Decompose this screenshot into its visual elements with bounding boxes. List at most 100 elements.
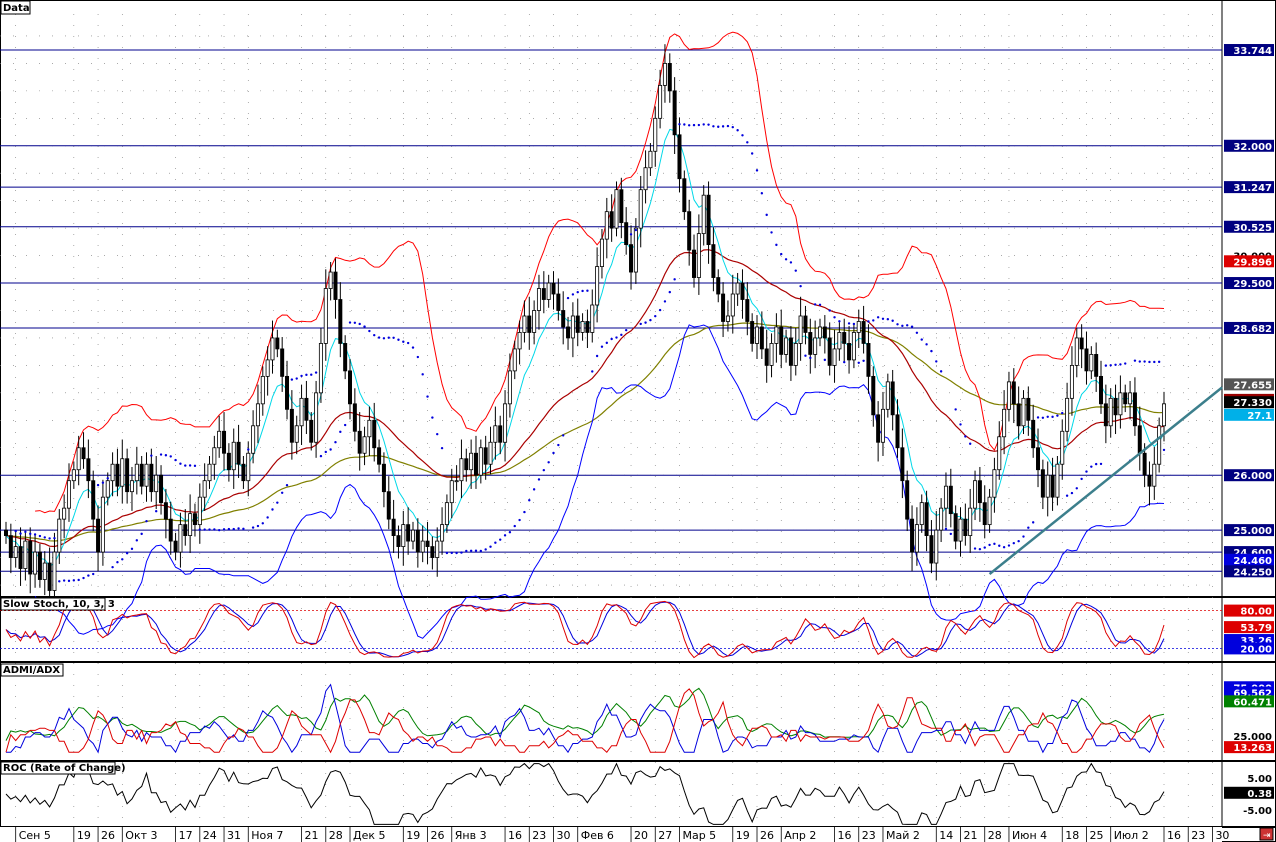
sar-dot: [731, 125, 734, 129]
candle-body: [730, 293, 735, 317]
candle-body: [1152, 463, 1157, 487]
sar-dot: [329, 448, 332, 451]
x-tick-label: 28: [329, 829, 343, 842]
x-tick-label: Ноя 7: [251, 829, 283, 842]
sar-dot: [314, 371, 318, 374]
candle-body: [47, 562, 52, 591]
sar-dot: [1051, 415, 1054, 419]
candle-body: [28, 540, 33, 575]
candle-body: [115, 463, 120, 487]
candle-body: [566, 326, 571, 339]
sar-dot: [566, 296, 570, 300]
x-tick-label: 30: [1215, 829, 1229, 842]
value-label: 80.00: [1240, 607, 1272, 618]
x-tick-label: Окт 3: [125, 829, 157, 842]
sar-dot: [901, 324, 904, 328]
sar-dot: [116, 561, 119, 564]
sar-dot: [513, 524, 516, 528]
sar-dot: [436, 432, 439, 436]
candle-body: [226, 452, 231, 471]
scroll-right-button[interactable]: [1259, 827, 1274, 841]
sar-dot: [334, 441, 337, 444]
sar-dot: [416, 355, 420, 359]
candle-body: [96, 518, 101, 553]
sar-dot: [649, 318, 652, 322]
sar-dot: [276, 501, 279, 504]
trendline[interactable]: [988, 386, 1223, 576]
sar-dot: [1031, 521, 1035, 524]
sar-dot: [72, 579, 76, 582]
sar-dot: [1114, 363, 1117, 366]
value-label-box: [1224, 469, 1274, 482]
candle-body: [827, 337, 832, 366]
sar-dot: [426, 395, 429, 398]
sar-dot: [818, 303, 822, 306]
sar-dot: [353, 321, 357, 324]
sar-dot: [373, 333, 376, 337]
value-label: 25.000: [1233, 526, 1272, 537]
candle-body: [192, 513, 197, 526]
value-label: 60.471: [1233, 697, 1272, 708]
candle-body: [546, 282, 551, 300]
sar-dot: [857, 361, 860, 364]
candle-body: [677, 134, 682, 180]
candle-body: [352, 403, 357, 432]
candle-body: [154, 474, 159, 493]
candle-body: [454, 480, 459, 483]
sar-dot: [242, 527, 245, 531]
candle-body: [900, 447, 905, 482]
candle-body: [963, 518, 968, 537]
candle-body: [1021, 397, 1026, 427]
sar-dot: [702, 123, 705, 126]
roc-line: [5, 762, 1165, 825]
arrow-right-icon: ⇥: [1263, 831, 1271, 841]
sar-dot: [983, 546, 986, 549]
candle-body: [638, 189, 643, 229]
candle-body: [391, 518, 396, 537]
sar-dot: [532, 488, 536, 491]
candle-body: [662, 63, 667, 86]
sar-dot: [121, 558, 124, 561]
candle-body: [687, 211, 692, 251]
sar-dot: [528, 499, 531, 502]
sar-dot: [508, 531, 512, 534]
candle-body: [255, 403, 260, 427]
candle-body: [498, 425, 503, 443]
sar-dot: [1002, 545, 1006, 549]
sar-dot: [561, 434, 565, 437]
sar-dot: [896, 323, 899, 326]
sar-dot: [77, 578, 80, 582]
candle-body: [808, 332, 813, 355]
candle-body: [1074, 337, 1079, 366]
sar-dot: [726, 124, 730, 128]
candle-body: [125, 458, 130, 493]
x-tick-label: 16: [1167, 829, 1181, 842]
x-tick-label: 19: [77, 829, 91, 842]
candle-body: [260, 375, 265, 405]
candle-body: [692, 249, 697, 278]
roc-panel: [5, 762, 1165, 825]
candle-body: [599, 238, 604, 267]
adx-panel-title: ADMI/ADX: [3, 665, 60, 676]
x-tick-label: 16: [838, 829, 852, 842]
parabolic-sar-series: [14, 123, 1166, 583]
candle-body: [895, 414, 900, 449]
candle-body: [614, 189, 619, 229]
value-label: 29.896: [1233, 257, 1272, 268]
sar-dot: [552, 451, 555, 455]
candle-body: [309, 419, 314, 443]
sar-dot: [1133, 359, 1137, 362]
candle-body: [333, 271, 338, 300]
sar-dot: [1027, 526, 1030, 529]
sar-dot: [130, 547, 134, 551]
candle-body: [856, 321, 861, 333]
candle-body: [367, 419, 372, 438]
sar-dot: [1153, 360, 1156, 364]
sar-dot: [707, 123, 710, 126]
x-tick-label: 17: [179, 829, 193, 842]
candle-body: [493, 425, 498, 443]
candle-body: [532, 310, 537, 333]
sar-dot: [164, 454, 168, 457]
candle-body: [314, 392, 319, 443]
candle-body: [323, 288, 328, 344]
